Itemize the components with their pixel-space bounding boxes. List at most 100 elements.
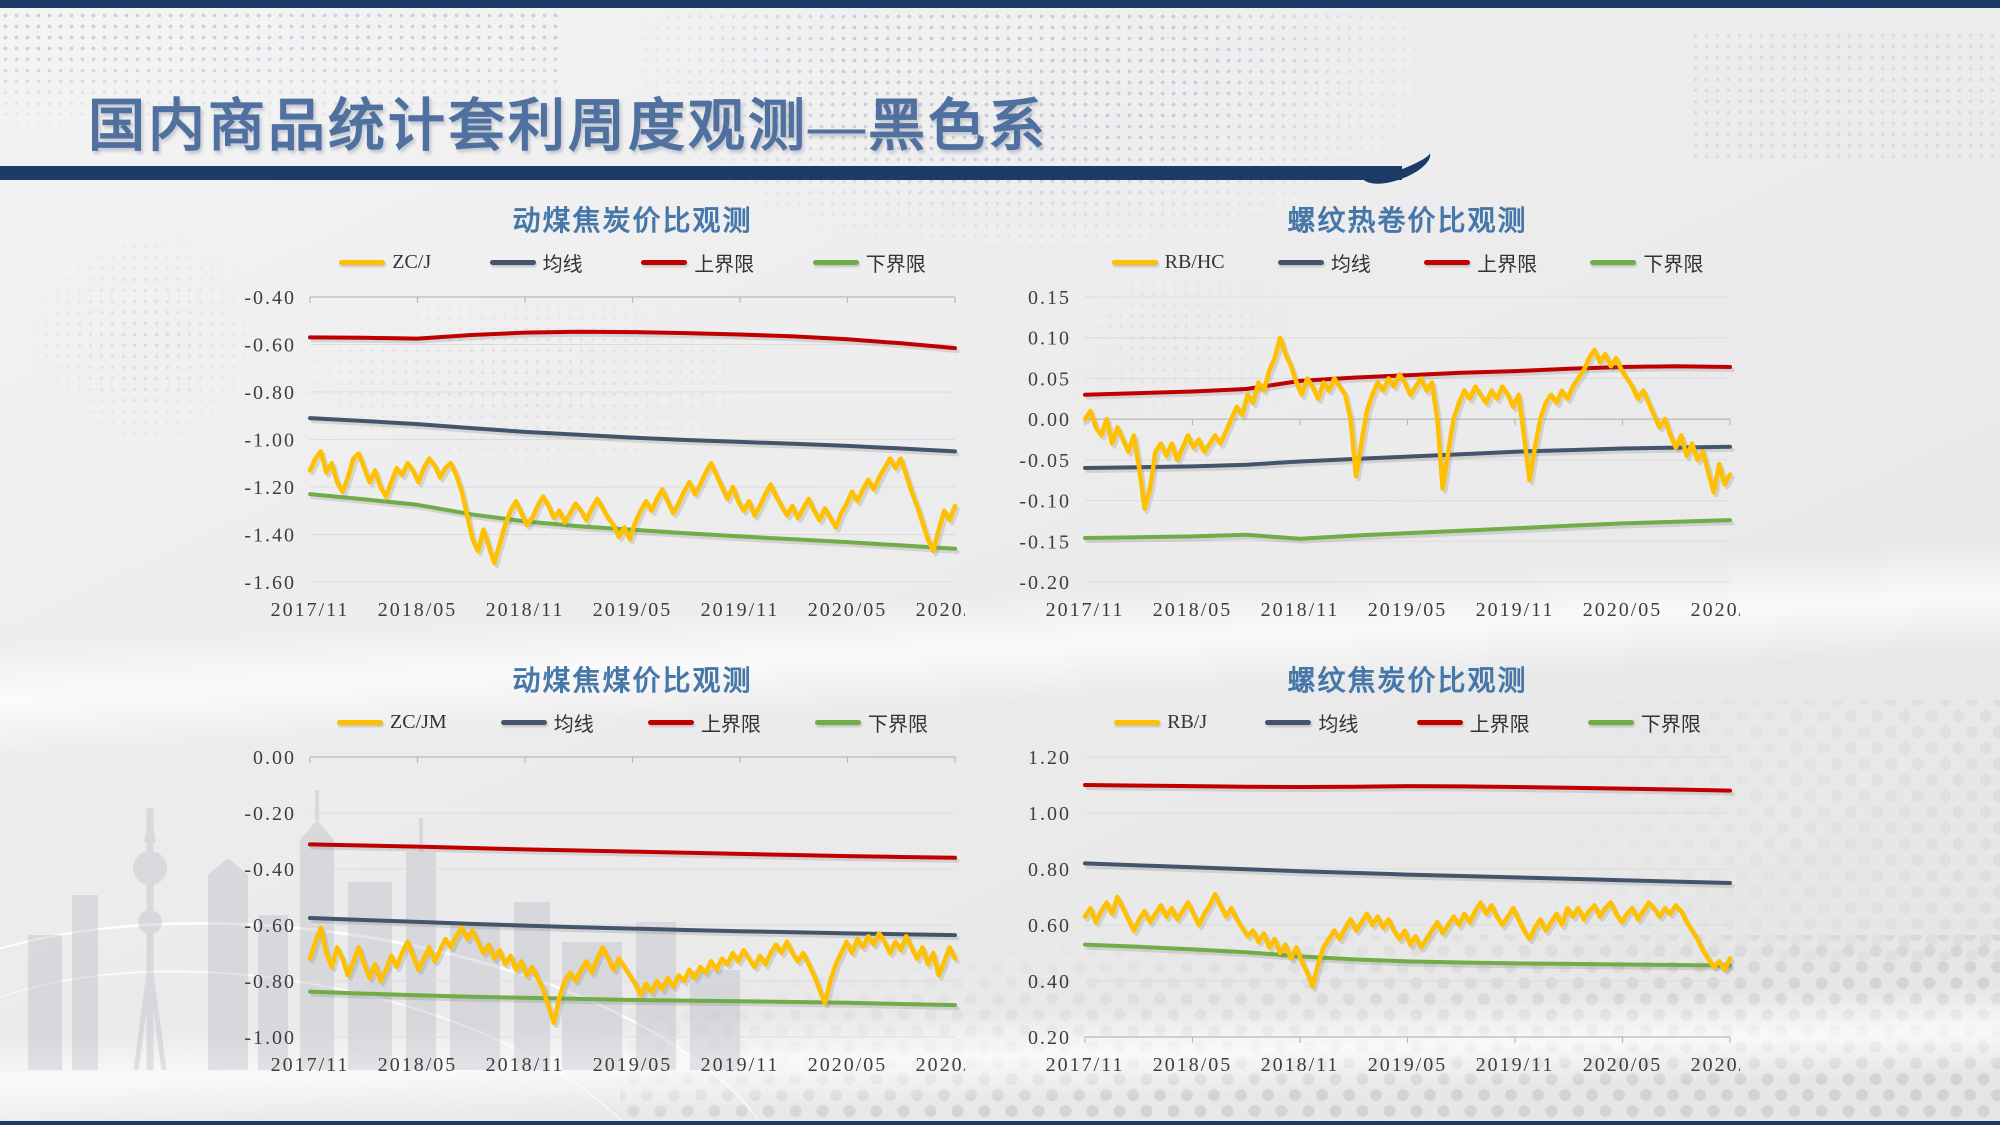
legend-label: 下界限 (867, 713, 928, 736)
legend-label: 均线 (1330, 253, 1371, 276)
legend-label: 上界限 (694, 253, 755, 276)
x-tick-label: 2017/11 (271, 1054, 350, 1076)
title-divider-swoosh (1357, 138, 1435, 192)
legend-swatch (500, 719, 547, 725)
x-tick-label: 2020/05 (808, 599, 888, 621)
x-tick-label: 2020/05 (1583, 599, 1663, 621)
legend-label: 下界限 (1643, 253, 1704, 276)
legend-item: 均线 (500, 708, 594, 737)
x-tick-label: 2020/11 (1691, 599, 1740, 621)
chart-rebar-coke-ratio: 螺纹焦炭价比观测 RB/J 均线 上界限 下界限 1.20 1.00 0.80 0.60 0.… (990, 665, 1740, 1093)
y-tick-label: -0.40 (244, 287, 296, 309)
x-tick-label: 2019/05 (1368, 599, 1448, 621)
y-tick-label: -1.40 (244, 525, 296, 547)
legend-label: 下界限 (865, 253, 926, 276)
legend-item: RB/J (1114, 711, 1207, 734)
x-tick-label: 2018/11 (1261, 1054, 1340, 1076)
x-tick-label: 2018/05 (378, 599, 458, 621)
x-tick-label: 2019/11 (701, 599, 780, 621)
series-shadow (1085, 367, 1735, 400)
x-tick-label: 2018/11 (486, 599, 565, 621)
y-tick-label: -0.80 (244, 382, 296, 404)
legend-item: 下界限 (1587, 708, 1701, 737)
y-tick-label: 0.80 (1028, 859, 1071, 881)
series-shadow (310, 452, 960, 569)
legend-swatch (1416, 719, 1463, 725)
series-line-上界限 (1083, 783, 1732, 793)
legend-item: 下界限 (1590, 248, 1703, 277)
y-tick-label: 0.40 (1028, 971, 1071, 993)
series-line-均线 (1083, 861, 1732, 885)
x-tick-label: 2017/11 (1046, 1054, 1125, 1076)
series-shadow (1085, 447, 1735, 473)
x-tick-label: 2017/11 (271, 599, 350, 621)
x-tick-label: 2020/05 (808, 1054, 888, 1076)
series-line-下界限 (1083, 942, 1732, 968)
legend-label: RB/HC (1164, 250, 1225, 273)
y-tick-label: -0.80 (244, 971, 296, 993)
y-tick-label: -0.10 (1019, 491, 1071, 513)
legend-swatch (1265, 719, 1312, 725)
y-tick-label: 0.10 (1028, 328, 1071, 350)
y-tick-label: 1.00 (1028, 803, 1071, 825)
series-line-均线 (1083, 444, 1732, 470)
legend-label: 上界限 (1477, 253, 1538, 276)
x-tick-label: 2018/05 (1153, 1054, 1233, 1076)
legend-swatch (337, 719, 384, 725)
top-accent-bar (0, 0, 2000, 8)
legend-label: ZC/JM (390, 710, 447, 733)
x-tick-label: 2019/05 (593, 1054, 673, 1076)
series-line-RB/HC (1082, 335, 1733, 511)
y-tick-label: 0.60 (1028, 915, 1071, 937)
legend-item: 下界限 (814, 708, 928, 737)
legend-label: 上界限 (1469, 713, 1530, 736)
x-tick-label: 2020/05 (1583, 1054, 1663, 1076)
y-tick-label: -0.20 (1019, 572, 1071, 594)
legend: ZC/JM 均线 上界限 下界限 (310, 708, 955, 737)
legend-item: 下界限 (812, 248, 926, 277)
legend-item: 上界限 (641, 248, 754, 277)
x-tick-label: 2020/11 (916, 1054, 965, 1076)
legend-item: 上界限 (647, 708, 761, 737)
legend-item: ZC/J (339, 251, 431, 274)
legend-swatch (339, 259, 386, 265)
y-tick-label: -0.60 (244, 915, 296, 937)
y-tick-label: -0.60 (244, 335, 296, 357)
legend-label: RB/J (1167, 710, 1208, 733)
legend-item: 均线 (1265, 708, 1358, 737)
y-tick-label: -0.40 (244, 859, 296, 881)
x-tick-label: 2019/05 (1368, 1054, 1448, 1076)
legend-label: 上界限 (700, 713, 761, 736)
series-line-均线 (308, 416, 957, 454)
y-tick-label: 0.00 (253, 747, 296, 769)
chart-thermalcoal-cokingcoal-ratio: 动煤焦煤价比观测 ZC/JM 均线 上界限 下界限 0.00 -0.20 -0.40 -0.… (215, 665, 965, 1093)
legend-item: RB/HC (1111, 250, 1225, 274)
x-tick-label: 2019/11 (701, 1054, 780, 1076)
series-line-均线 (308, 916, 957, 938)
chart-title: 螺纹焦炭价比观测 (1287, 666, 1528, 697)
legend-swatch (1114, 719, 1161, 725)
dot-pattern (1690, 30, 2000, 160)
y-tick-label: 0.00 (1028, 409, 1071, 431)
legend-item: 上界限 (1416, 708, 1530, 737)
chart-canvas: 0.00 -0.20 -0.40 -0.60 -0.80 -1.00 2017/11 2018… (244, 747, 965, 1076)
legend-swatch (1587, 719, 1634, 725)
series-shadow (1085, 786, 1735, 796)
y-tick-label: -1.20 (244, 477, 296, 499)
y-tick-label: -1.00 (244, 1027, 296, 1049)
legend-swatch (1277, 259, 1324, 265)
legend-swatch (1590, 259, 1637, 265)
legend: RB/J 均线 上界限 下界限 (1085, 708, 1730, 737)
y-tick-label: 1.20 (1028, 747, 1071, 769)
legend-label: ZC/J (392, 250, 432, 273)
legend-swatch (1111, 259, 1158, 265)
legend-item: 均线 (1277, 248, 1371, 277)
y-tick-label: -0.05 (1019, 450, 1071, 472)
legend-label: 均线 (542, 253, 583, 276)
chart-title: 螺纹热卷价比观测 (1287, 206, 1528, 237)
page-title: 国内商品统计套利周度观测—黑色系 (88, 95, 1048, 159)
chart-title: 动煤焦煤价比观测 (512, 666, 753, 697)
chart-canvas: 0.15 0.10 0.05 0.00 -0.05 -0.10 -0.15 -0.20 2017… (1019, 287, 1740, 621)
legend-swatch (812, 259, 859, 265)
